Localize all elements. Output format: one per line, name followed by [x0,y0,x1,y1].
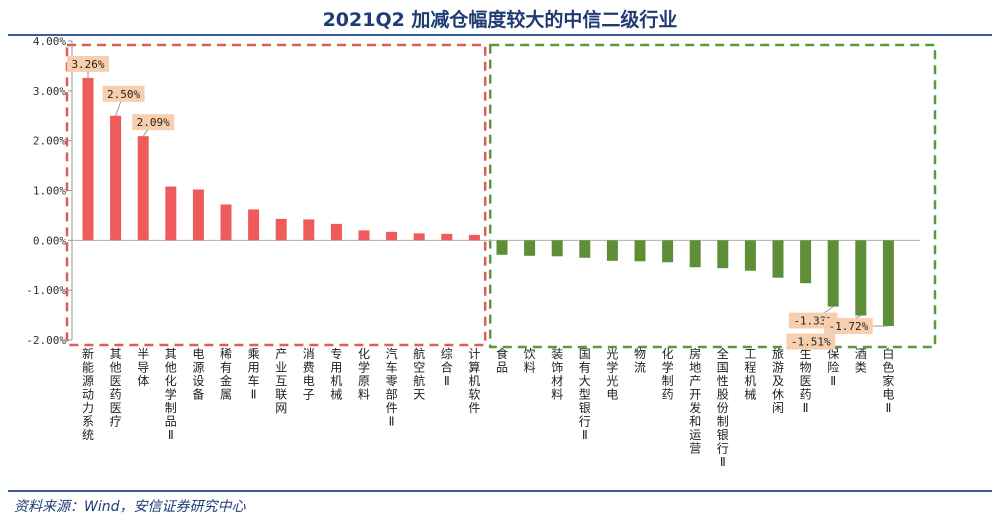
data-label-box [67,55,109,72]
bar [386,231,398,241]
category-label: 其他化学制品 Ⅱ [165,347,177,442]
bar [468,234,480,241]
bar [634,240,646,262]
category-label: 航空航天 [413,346,425,402]
top-rule [8,34,992,36]
category-label: 饮料 [524,347,536,375]
bar [275,218,287,241]
bar [689,240,701,268]
bar [882,240,894,327]
data-label: 3.26% [71,58,104,71]
bar [330,223,342,241]
category-label: 食品 [496,346,508,375]
y-tick-label: -2.00% [26,334,66,347]
category-label: 新能源动力系统 [82,346,94,442]
category-label: 计算机软件 [468,347,480,415]
y-tick-label: 2.00% [33,135,66,148]
y-tick-label: 4.00% [33,35,66,48]
category-label: 乘用车 Ⅱ [248,347,260,402]
bar [110,115,122,241]
data-label: -1.51% [791,336,831,349]
category-label: 其他医药医疗 [110,347,122,429]
y-tick-label: 1.00% [33,185,66,198]
y-tick-label: 3.00% [33,85,66,98]
category-label: 装饰材料 [551,347,563,402]
title-bar: 2021Q2 加减仓幅度较大的中信二级行业 [0,0,1000,36]
chart-title: 2021Q2 加减仓幅度较大的中信二级行业 [322,8,678,31]
category-label: 物流 [634,347,646,375]
category-label: 白色家电 Ⅱ [882,346,894,415]
bar [358,230,370,241]
category-label: 生物医药 Ⅱ [800,347,812,415]
bar [827,240,839,307]
category-label: 综合 Ⅱ [441,347,453,388]
bar [303,219,315,241]
bar [137,136,149,241]
bar [855,240,867,316]
bar-chart: 4.00% 3.00% 2.00% 1.00% 0.00% -1.00% -2.00% 新能源… [26,35,937,469]
category-label: 产业互联网 [275,347,287,415]
bar [579,240,591,258]
category-label: 化学原料 [358,347,370,402]
bar [524,240,536,256]
data-label: 2.09% [137,116,170,129]
bar [165,186,177,241]
y-tick-label: 0.00% [33,234,66,247]
decrease-highlight-box [488,43,937,349]
bar [413,233,425,241]
data-label-box [102,85,145,102]
data-label-box [824,318,873,335]
category-label: 电源设备 [192,347,204,402]
category-label: 酒类 [855,347,867,375]
bar [220,204,232,241]
bar [248,209,260,241]
category-label: 保险 Ⅱ [827,347,839,388]
category-label: 化学制药 [662,347,674,402]
bar [800,240,812,284]
bar [82,77,94,241]
bar [772,240,784,278]
bar [192,189,204,241]
bar [441,233,453,241]
bottom-rule [8,490,992,492]
category-label: 全国性股份制银行 Ⅱ [717,346,729,469]
data-label: 2.50% [107,88,140,101]
bar [662,240,674,263]
category-label: 稀有金属 [220,347,232,402]
category-label: 专用机械 [330,346,342,402]
data-label: -1.33% [793,315,833,328]
bar [496,240,508,255]
category-label: 工程机械 [744,347,756,402]
data-label-box [132,114,175,131]
category-label: 消费电子 [303,347,315,402]
bar [744,240,756,271]
category-label: 旅游及休闲 [772,347,784,415]
source-note: 资料来源：Wind，安信证券研究中心 [14,499,246,515]
category-label: 汽车零部件 Ⅱ [386,346,398,429]
category-label: 光学光电 [606,347,618,402]
data-label: -1.72% [829,320,869,333]
category-label: 半导体 [137,347,149,388]
bar [717,240,729,269]
data-label-box [786,333,836,350]
y-tick-label: -1.00% [26,284,66,297]
bar [606,240,618,261]
category-label: 国有大型银行 Ⅱ [579,347,591,442]
bar [551,240,563,257]
category-label: 房地产开发和运营 [689,346,701,456]
